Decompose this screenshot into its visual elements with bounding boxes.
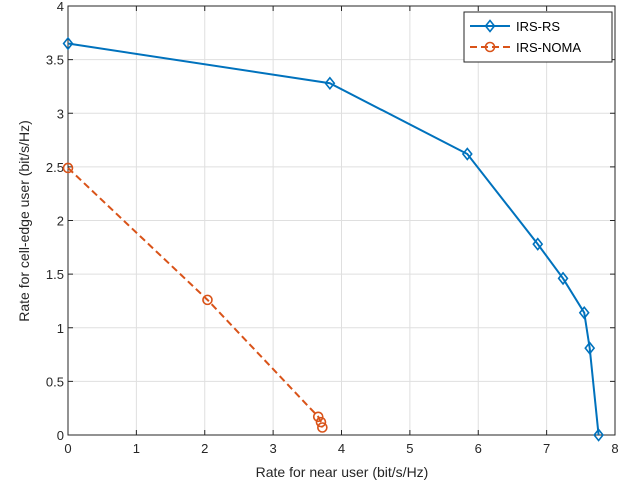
y-tick-label: 3.5 bbox=[46, 53, 64, 68]
y-tick-label: 2 bbox=[57, 214, 64, 229]
series-layer bbox=[62, 36, 605, 442]
x-axis-label: Rate for near user (bit/s/Hz) bbox=[256, 464, 429, 480]
x-tick-label: 4 bbox=[338, 441, 345, 456]
data-point-irs-rs bbox=[593, 428, 605, 442]
x-tick-label: 8 bbox=[611, 441, 618, 456]
legend-marker-irs-noma bbox=[484, 41, 496, 53]
series-line-irs-rs bbox=[67, 42, 600, 436]
x-tick-label: 1 bbox=[133, 441, 140, 456]
x-tick-label: 6 bbox=[475, 441, 482, 456]
y-tick-label: 3 bbox=[57, 106, 64, 121]
data-point-irs-rs bbox=[584, 341, 596, 355]
data-point-irs-noma bbox=[62, 162, 74, 174]
series-irs-rs bbox=[62, 36, 605, 442]
data-point-irs-rs bbox=[578, 305, 590, 320]
y-tick-label: 0 bbox=[57, 428, 64, 443]
legend: IRS-RS IRS-NOMA bbox=[463, 11, 613, 63]
data-point-irs-rs bbox=[324, 76, 336, 91]
legend-box bbox=[463, 11, 613, 63]
data-point-irs-noma bbox=[312, 411, 324, 423]
y-tick-label: 2.5 bbox=[46, 160, 64, 175]
data-point-irs-rs bbox=[557, 271, 569, 286]
y-axis-label: Rate for cell-edge user (bit/s/Hz) bbox=[16, 120, 32, 322]
grid bbox=[68, 6, 615, 435]
x-tick-label: 7 bbox=[543, 441, 550, 456]
data-point-irs-noma bbox=[202, 294, 213, 306]
legend-label-irs-noma: IRS-NOMA bbox=[516, 40, 581, 55]
x-tick-label: 5 bbox=[406, 441, 413, 456]
x-tick-label: 3 bbox=[270, 441, 277, 456]
data-point-irs-rs bbox=[62, 36, 74, 51]
series-line-irs-noma bbox=[67, 167, 324, 428]
series-irs-noma bbox=[62, 162, 328, 433]
data-point-irs-rs bbox=[532, 237, 544, 251]
legend-label-irs-rs: IRS-RS bbox=[516, 19, 560, 34]
x-tick-label: 0 bbox=[64, 441, 71, 456]
y-tick-label: 0.5 bbox=[46, 374, 64, 389]
data-point-irs-rs bbox=[461, 147, 473, 161]
axes: 0 1 2 3 4 5 6 7 8 0 0.5 1 1.5 2 2.5 3 3.5 4 bbox=[46, 0, 619, 456]
y-tick-label: 1 bbox=[57, 321, 64, 336]
data-point-irs-noma bbox=[317, 422, 328, 433]
y-tick-label: 4 bbox=[57, 0, 64, 14]
legend-marker-irs-rs bbox=[484, 19, 496, 33]
y-tick-label: 1.5 bbox=[46, 267, 64, 282]
data-point-irs-noma bbox=[315, 416, 327, 428]
x-tick-label: 2 bbox=[201, 441, 208, 456]
